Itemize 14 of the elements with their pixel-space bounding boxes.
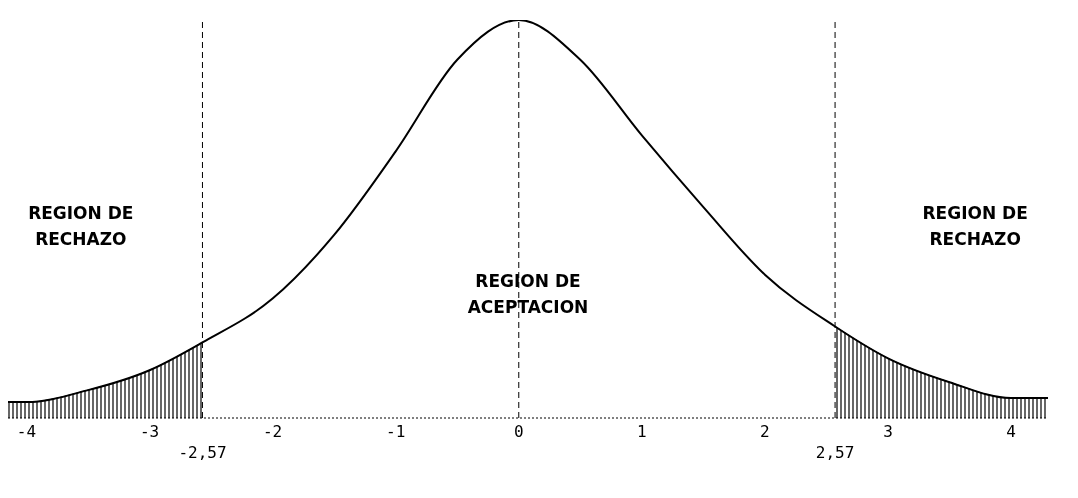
x-tick-label: -4 [16,422,37,442]
x-tick-label: 4 [1006,422,1016,442]
annotation: REGION DE RECHAZO [922,203,1028,249]
x-tick-label: -2 [262,422,283,442]
ref-line-label: 2,57 [815,443,855,462]
annotation: REGION DE RECHAZO [28,203,134,249]
x-tick-label: 0 [513,422,524,442]
ref-line-label: -2,57 [178,443,227,462]
x-tick-label: -1 [386,422,406,442]
annotation: REGION DE ACEPTACION [467,270,589,317]
x-tick-label: -3 [139,422,160,442]
x-tick-label: 1 [637,422,647,442]
x-tick-label: 2 [760,422,770,442]
x-tick-label: 3 [883,422,893,442]
